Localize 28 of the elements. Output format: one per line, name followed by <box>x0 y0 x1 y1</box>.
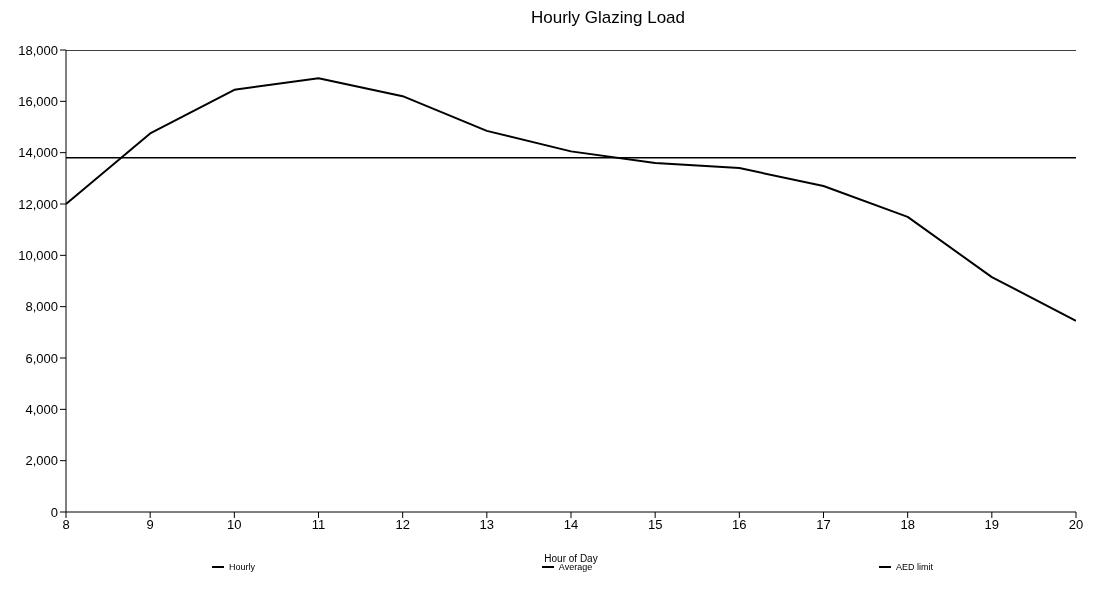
y-tick-label: 14,000 <box>18 145 58 161</box>
legend-label: AED limit <box>896 562 934 572</box>
x-tick-label: 11 <box>311 517 326 533</box>
y-tick-label: 4,000 <box>25 401 58 417</box>
y-tick-label: 2,000 <box>25 453 58 469</box>
x-tick-label: 16 <box>732 517 747 533</box>
x-axis-title: Hour of Day <box>544 553 598 564</box>
y-tick-label: 16,000 <box>18 93 58 109</box>
x-tick-label: 18 <box>900 517 915 533</box>
chart-title: Hourly Glazing Load <box>530 8 686 29</box>
x-tick-label: 13 <box>479 517 495 533</box>
x-tick-label: 10 <box>227 517 242 533</box>
x-tick-label: 14 <box>563 517 579 533</box>
y-tick-label: 12,000 <box>18 196 58 212</box>
y-tick-label: 0 <box>50 504 58 520</box>
x-tick-label: 9 <box>146 517 154 533</box>
x-tick-label: 8 <box>62 517 70 533</box>
x-tick-label: 15 <box>647 517 663 533</box>
x-tick-label: 17 <box>816 517 831 533</box>
y-tick-label: 6,000 <box>25 350 58 366</box>
legend-label: Average <box>558 562 593 572</box>
y-tick-label: 18,000 <box>18 42 58 58</box>
x-tick-label: 19 <box>984 517 1000 533</box>
legend-label: Hourly <box>228 562 255 572</box>
y-tick-label: 8,000 <box>25 299 58 315</box>
y-tick-label: 10,000 <box>18 247 58 263</box>
x-tick-label: 20 <box>1068 517 1084 533</box>
x-tick-label: 12 <box>395 517 410 533</box>
